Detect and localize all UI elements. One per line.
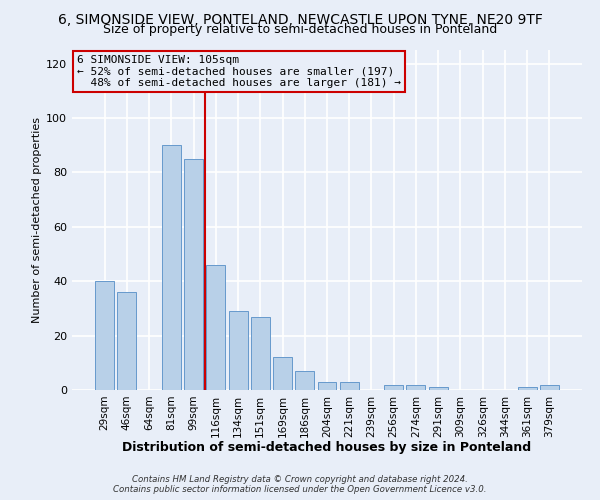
Bar bbox=[184, 159, 203, 390]
Bar bbox=[295, 371, 314, 390]
Bar bbox=[251, 316, 270, 390]
Bar bbox=[540, 384, 559, 390]
Bar bbox=[118, 292, 136, 390]
Bar bbox=[273, 358, 292, 390]
Bar bbox=[429, 388, 448, 390]
Bar bbox=[340, 382, 359, 390]
Y-axis label: Number of semi-detached properties: Number of semi-detached properties bbox=[32, 117, 42, 323]
Text: Contains HM Land Registry data © Crown copyright and database right 2024.
Contai: Contains HM Land Registry data © Crown c… bbox=[113, 474, 487, 494]
Text: Size of property relative to semi-detached houses in Ponteland: Size of property relative to semi-detach… bbox=[103, 22, 497, 36]
Bar bbox=[406, 384, 425, 390]
X-axis label: Distribution of semi-detached houses by size in Ponteland: Distribution of semi-detached houses by … bbox=[122, 441, 532, 454]
Text: 6 SIMONSIDE VIEW: 105sqm
← 52% of semi-detached houses are smaller (197)
  48% o: 6 SIMONSIDE VIEW: 105sqm ← 52% of semi-d… bbox=[77, 55, 401, 88]
Bar bbox=[95, 281, 114, 390]
Bar bbox=[229, 311, 248, 390]
Bar bbox=[317, 382, 337, 390]
Bar bbox=[518, 388, 536, 390]
Bar bbox=[384, 384, 403, 390]
Bar bbox=[162, 145, 181, 390]
Text: 6, SIMONSIDE VIEW, PONTELAND, NEWCASTLE UPON TYNE, NE20 9TF: 6, SIMONSIDE VIEW, PONTELAND, NEWCASTLE … bbox=[58, 12, 542, 26]
Bar bbox=[206, 265, 225, 390]
